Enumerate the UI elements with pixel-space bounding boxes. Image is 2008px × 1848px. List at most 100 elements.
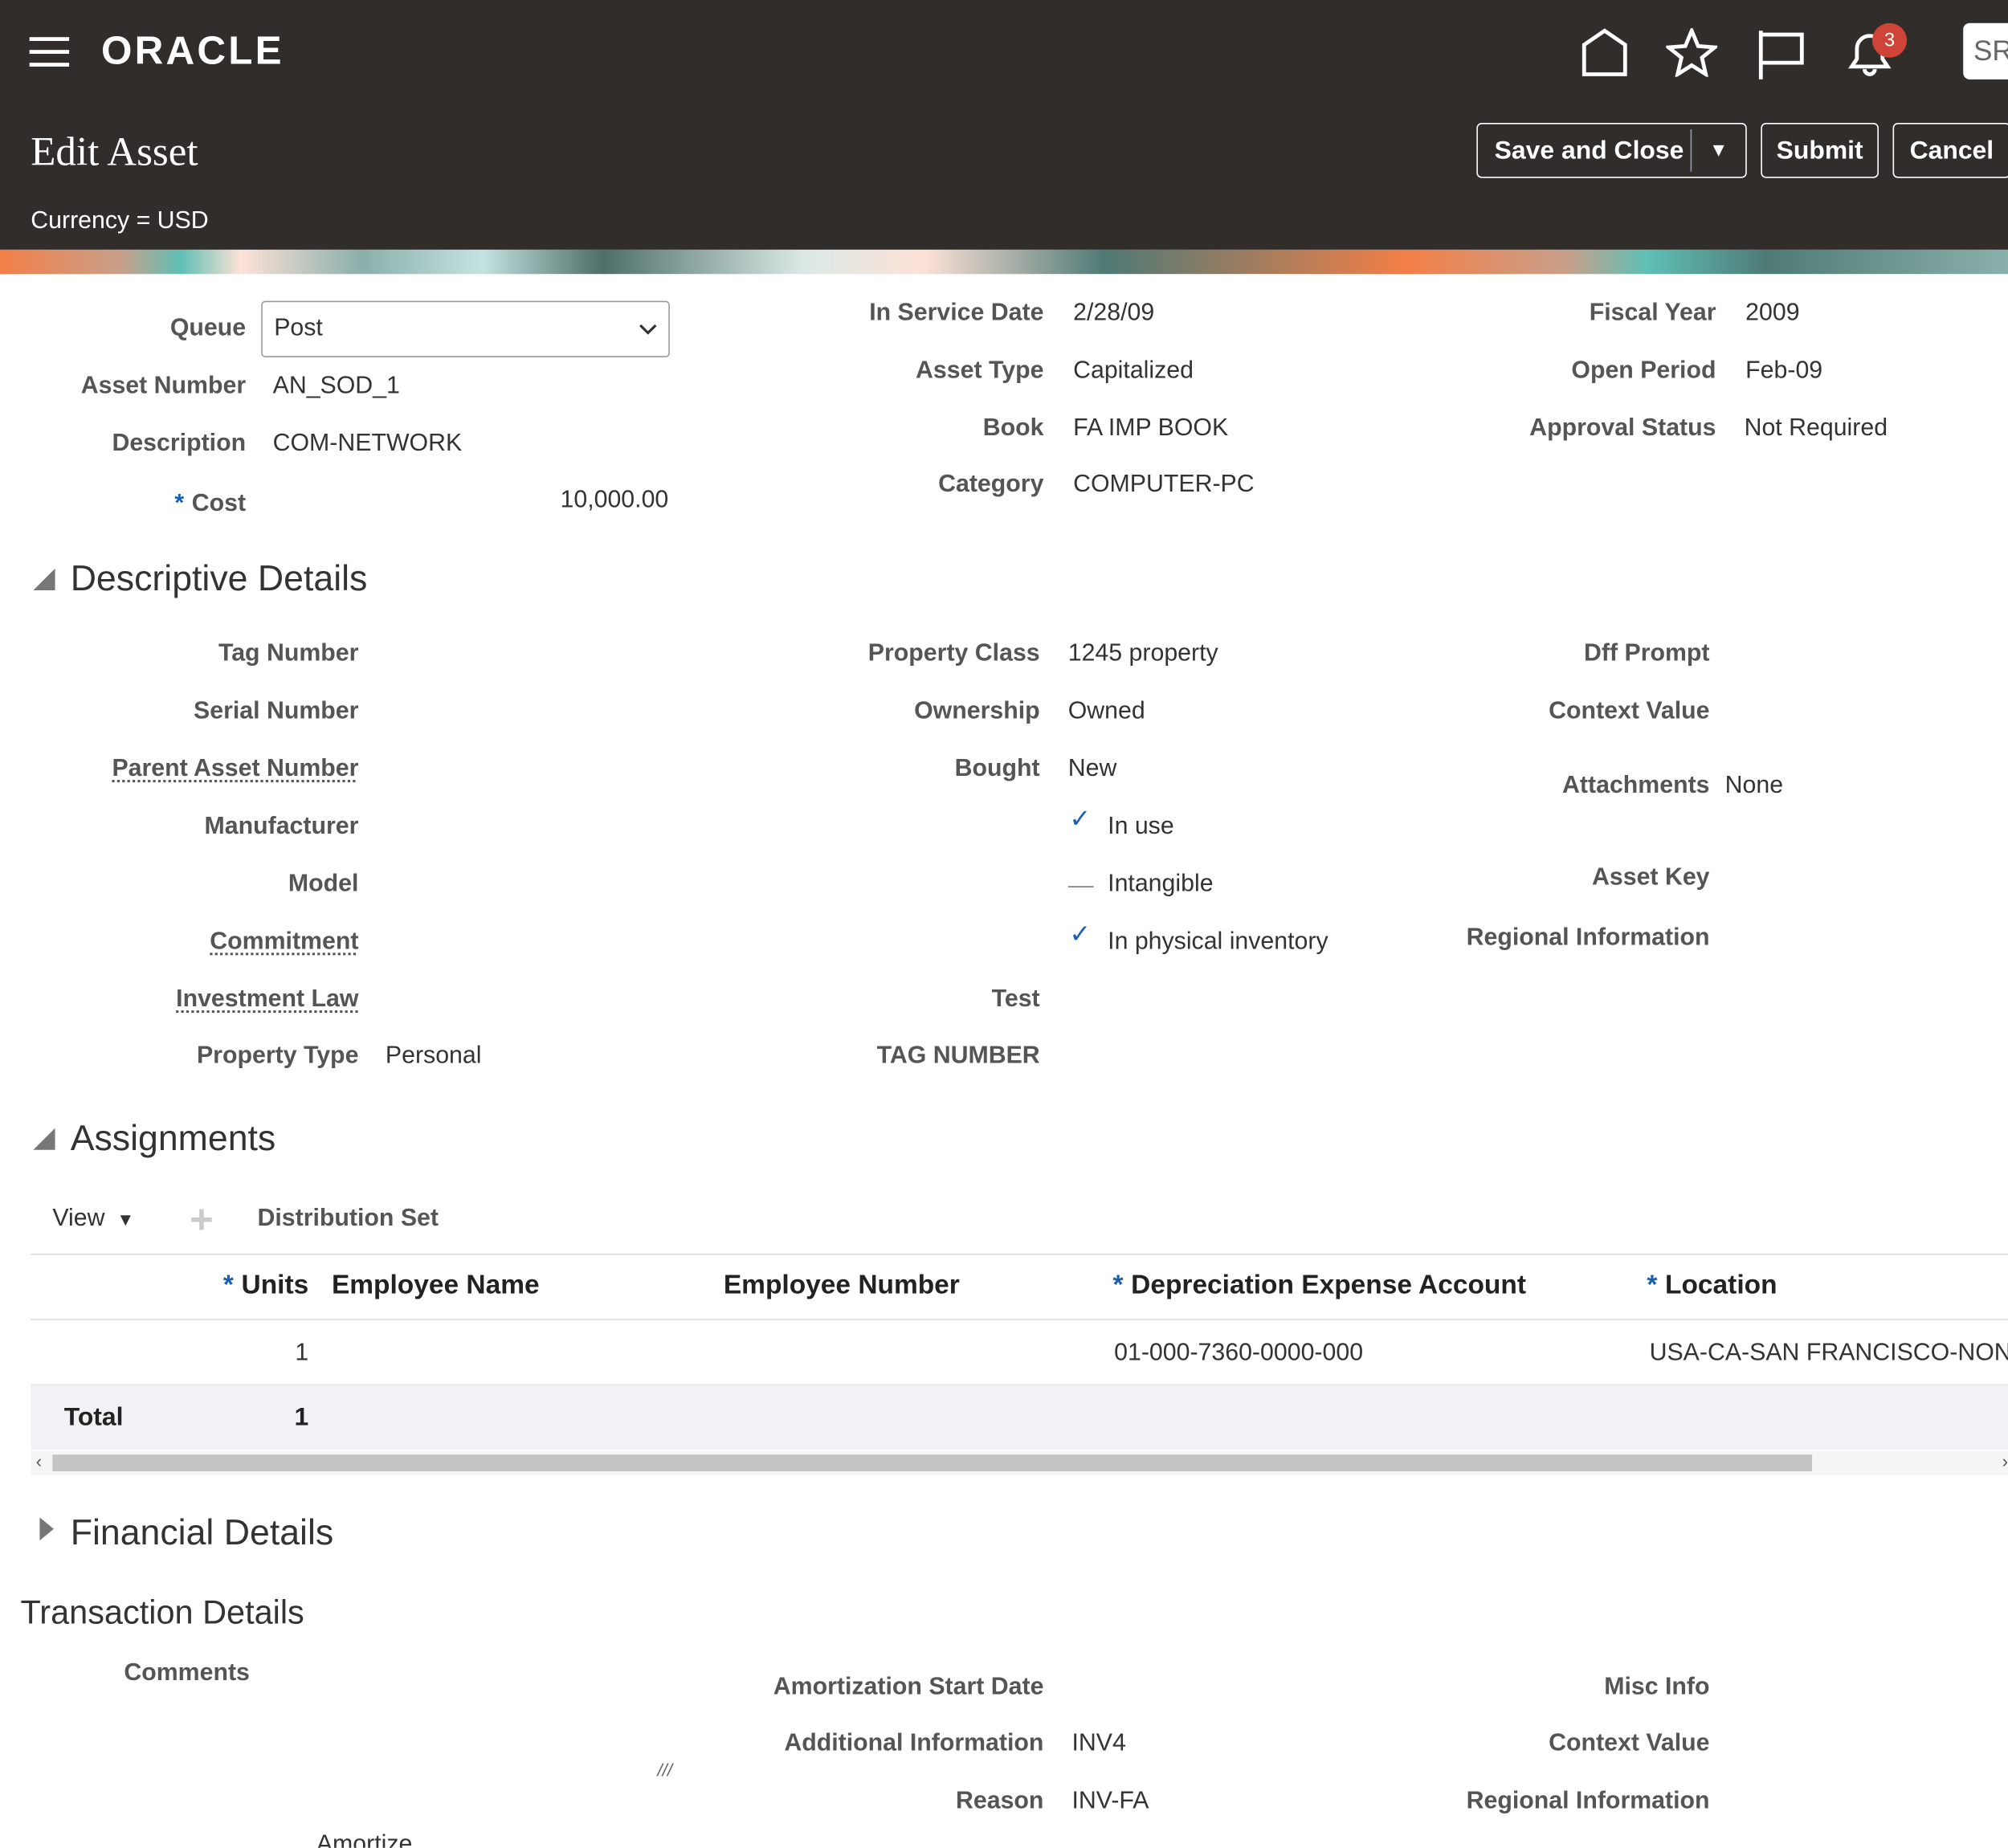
- intangible-label: Intangible: [1108, 871, 1213, 899]
- caret-down-icon: ▼: [116, 1209, 134, 1230]
- total-label: Total: [64, 1403, 124, 1433]
- collapse-triangle-icon[interactable]: [33, 569, 55, 590]
- in-service-date-value: 2/28/09: [1073, 300, 1154, 328]
- view-menu[interactable]: View ▼: [52, 1205, 134, 1233]
- oracle-logo[interactable]: ORACLE: [101, 28, 284, 74]
- regional-information-label: Regional Information: [1467, 924, 1710, 953]
- reason-label: Reason: [956, 1788, 1043, 1816]
- queue-value: Post: [274, 315, 323, 341]
- account-cell: 01-000-7360-0000-000: [1114, 1340, 1363, 1368]
- user-avatar[interactable]: SR: [1963, 23, 2008, 80]
- property-type-label: Property Type: [197, 1042, 358, 1071]
- column-header-depreciation-expense-account[interactable]: * Depreciation Expense Account: [1113, 1271, 1526, 1301]
- horizontal-scrollbar[interactable]: ‹ ›: [31, 1450, 2008, 1475]
- queue-label: Queue: [170, 315, 246, 343]
- additional-information-label: Additional Information: [784, 1730, 1043, 1758]
- in-physical-inventory-label: In physical inventory: [1108, 928, 1328, 957]
- submit-button[interactable]: Submit: [1761, 123, 1879, 178]
- add-icon[interactable]: +: [190, 1196, 214, 1243]
- save-dropdown-button[interactable]: ▼: [1691, 129, 1746, 172]
- test-label: Test: [992, 986, 1040, 1014]
- serial-number-label: Serial Number: [194, 698, 358, 726]
- context-value-label: Context Value: [1549, 698, 1709, 726]
- book-label: Book: [983, 415, 1044, 443]
- notification-badge: 3: [1872, 23, 1907, 58]
- descriptive-details-heading[interactable]: Descriptive Details: [71, 558, 368, 599]
- assignments-heading[interactable]: Assignments: [71, 1118, 276, 1159]
- header-bar: ORACLE 3 SR Edit Asset Currency = USD Sa…: [0, 0, 2008, 250]
- ownership-value: Owned: [1068, 698, 1145, 726]
- scroll-right-icon[interactable]: ›: [2002, 1450, 2008, 1471]
- description-value: COM-NETWORK: [273, 430, 463, 459]
- dff-prompt-label: Dff Prompt: [1584, 640, 1710, 668]
- checkmark-icon: ✓: [1069, 918, 1091, 950]
- scroll-left-icon[interactable]: ‹: [36, 1450, 42, 1471]
- scrollbar-thumb[interactable]: [52, 1454, 1812, 1471]
- reason-value: INV-FA: [1072, 1788, 1149, 1816]
- required-indicator: *: [223, 1271, 234, 1300]
- location-header-text: Location: [1665, 1271, 1777, 1300]
- total-units: 1: [295, 1403, 309, 1433]
- column-header-units[interactable]: * Units: [223, 1271, 308, 1301]
- resize-handle-icon[interactable]: ///: [657, 1760, 672, 1781]
- cancel-button[interactable]: Cancel: [1893, 123, 2008, 178]
- unchecked-dash-icon: [1068, 886, 1094, 887]
- collapse-triangle-icon[interactable]: [33, 1128, 55, 1150]
- star-icon[interactable]: [1666, 28, 1717, 77]
- chevron-down-icon: [639, 323, 657, 336]
- menu-icon[interactable]: [30, 37, 69, 65]
- category-value: COMPUTER-PC: [1073, 471, 1255, 500]
- approval-status-label: Approval Status: [1529, 415, 1716, 443]
- table-row[interactable]: 1 01-000-7360-0000-000 USA-CA-SAN FRANCI…: [31, 1320, 2008, 1385]
- bought-label: Bought: [955, 756, 1040, 784]
- distribution-set-button[interactable]: Distribution Set: [257, 1205, 439, 1233]
- tag-number-label: Tag Number: [218, 640, 358, 668]
- column-header-employee-name[interactable]: Employee Name: [332, 1271, 540, 1301]
- amortize-label: Amortize: [316, 1831, 413, 1848]
- page-title: Edit Asset: [31, 128, 198, 175]
- open-period-value: Feb-09: [1745, 357, 1822, 386]
- home-icon[interactable]: [1580, 28, 1629, 77]
- manufacturer-label: Manufacturer: [205, 813, 359, 841]
- asset-number-value: AN_SOD_1: [273, 373, 400, 401]
- bought-value: New: [1068, 756, 1117, 784]
- queue-select[interactable]: Post: [261, 301, 670, 357]
- save-and-close-button[interactable]: Save and Close ▼: [1476, 123, 1746, 178]
- attachments-value[interactable]: None: [1725, 772, 1783, 800]
- toolbar-divider: [31, 1254, 2008, 1255]
- misc-info-label: Misc Info: [1604, 1674, 1709, 1702]
- asset-number-label: Asset Number: [81, 373, 246, 401]
- view-label: View: [52, 1205, 104, 1231]
- in-use-label: In use: [1108, 813, 1174, 841]
- model-label: Model: [288, 871, 359, 899]
- expand-triangle-icon[interactable]: [39, 1517, 54, 1540]
- attachments-label: Attachments: [1562, 772, 1709, 800]
- comments-textarea[interactable]: ///: [263, 1652, 675, 1783]
- category-label: Category: [938, 471, 1043, 500]
- required-indicator: *: [174, 491, 184, 517]
- parent-asset-number-link[interactable]: Parent Asset Number: [112, 756, 358, 784]
- save-and-close-label: Save and Close: [1495, 137, 1684, 165]
- required-indicator: *: [1113, 1271, 1124, 1300]
- property-class-label: Property Class: [868, 640, 1040, 668]
- context-value-label: Context Value: [1549, 1730, 1709, 1758]
- cost-value[interactable]: 10,000.00: [561, 487, 669, 515]
- decorative-banner: [0, 250, 2008, 274]
- column-header-location[interactable]: * Location: [1647, 1271, 1777, 1301]
- financial-details-heading[interactable]: Financial Details: [71, 1512, 334, 1553]
- amortization-start-date-label: Amortization Start Date: [773, 1674, 1044, 1702]
- column-header-employee-number[interactable]: Employee Number: [724, 1271, 960, 1301]
- currency-label: Currency = USD: [31, 207, 208, 235]
- units-header-text: Units: [242, 1271, 309, 1300]
- cost-label: * Cost: [174, 491, 246, 519]
- book-value: FA IMP BOOK: [1073, 415, 1228, 443]
- asset-key-label: Asset Key: [1592, 864, 1710, 892]
- location-cell: USA-CA-SAN FRANCISCO-NON: [1650, 1340, 2008, 1368]
- required-indicator: *: [1647, 1271, 1657, 1300]
- flag-icon[interactable]: [1757, 28, 1806, 80]
- fiscal-year-label: Fiscal Year: [1590, 300, 1716, 328]
- investment-law-link[interactable]: Investment Law: [176, 986, 358, 1014]
- description-label: Description: [112, 430, 246, 459]
- approval-status-value: Not Required: [1745, 415, 1888, 443]
- commitment-link[interactable]: Commitment: [210, 928, 358, 957]
